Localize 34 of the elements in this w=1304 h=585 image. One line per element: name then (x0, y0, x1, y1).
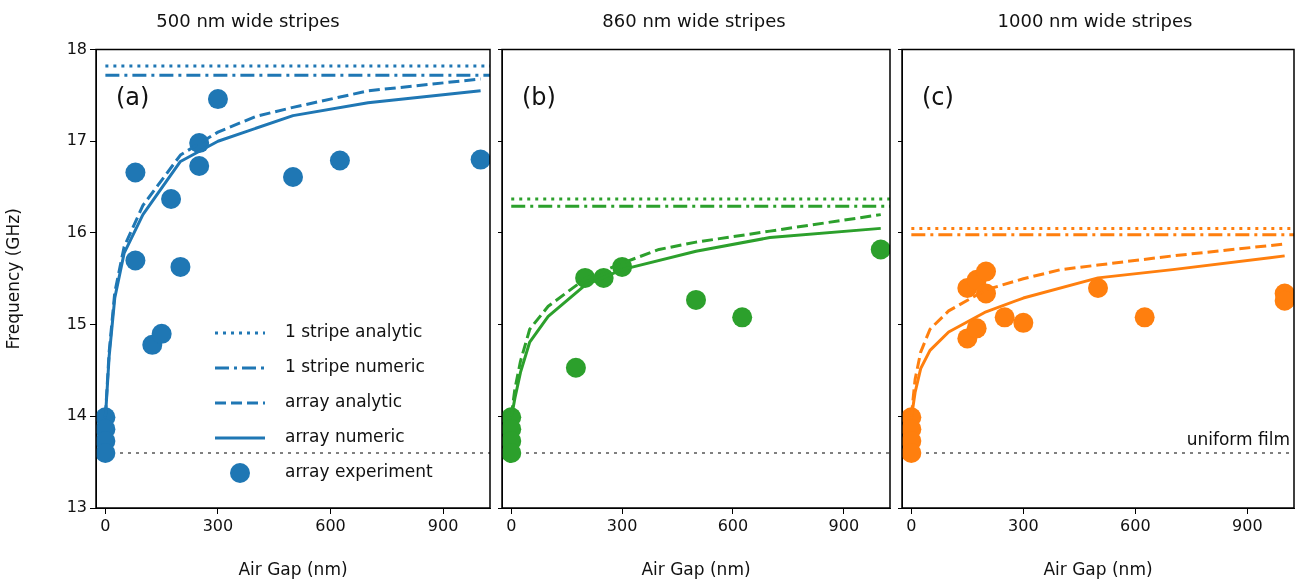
legend-label: array numeric (285, 426, 405, 447)
y-tick-label: 13 (66, 497, 87, 517)
y-tick-label: 17 (66, 130, 87, 150)
y-tick-label: 14 (66, 405, 87, 425)
x-tick-label: 300 (202, 515, 234, 535)
x-tick-label: 0 (506, 515, 517, 535)
x-tick-label: 900 (1232, 515, 1263, 535)
x-tick-label: 600 (315, 515, 346, 535)
x-tick-label: 0 (100, 515, 111, 535)
x-tick-label: 600 (1120, 515, 1151, 535)
x-tick-label: 900 (828, 515, 860, 535)
x-axis-title: Air Gap (nm) (1043, 559, 1153, 580)
annotation: (b) (522, 82, 556, 111)
x-tick-label: 600 (717, 515, 749, 535)
y-tick-label: 18 (66, 38, 87, 58)
x-tick-label: 900 (427, 515, 459, 535)
legend-label: 1 stripe numeric (285, 356, 425, 377)
x-axis-title: Air Gap (nm) (641, 559, 751, 580)
chart-title: 1000 nm wide stripes (997, 10, 1193, 32)
x-tick-label: 300 (1008, 515, 1039, 535)
chart-title: 860 nm wide stripes (602, 10, 786, 32)
legend-label: 1 stripe analytic (285, 321, 423, 342)
chart-title: 500 nm wide stripes (156, 10, 340, 32)
ref-line-label: uniform film (1186, 428, 1290, 449)
legend-label: array analytic (285, 391, 403, 412)
annotation: (a) (116, 82, 150, 111)
x-tick-label: 0 (906, 515, 917, 535)
y-tick-label: 15 (66, 313, 87, 333)
x-axis-title: Air Gap (nm) (238, 559, 348, 580)
y-tick-label: 16 (66, 222, 87, 242)
x-tick-label: 300 (606, 515, 638, 535)
legend-label: array experiment (285, 461, 433, 482)
y-axis-title: Frequency (GHz) (2, 208, 23, 350)
annotation: (c) (922, 82, 954, 111)
